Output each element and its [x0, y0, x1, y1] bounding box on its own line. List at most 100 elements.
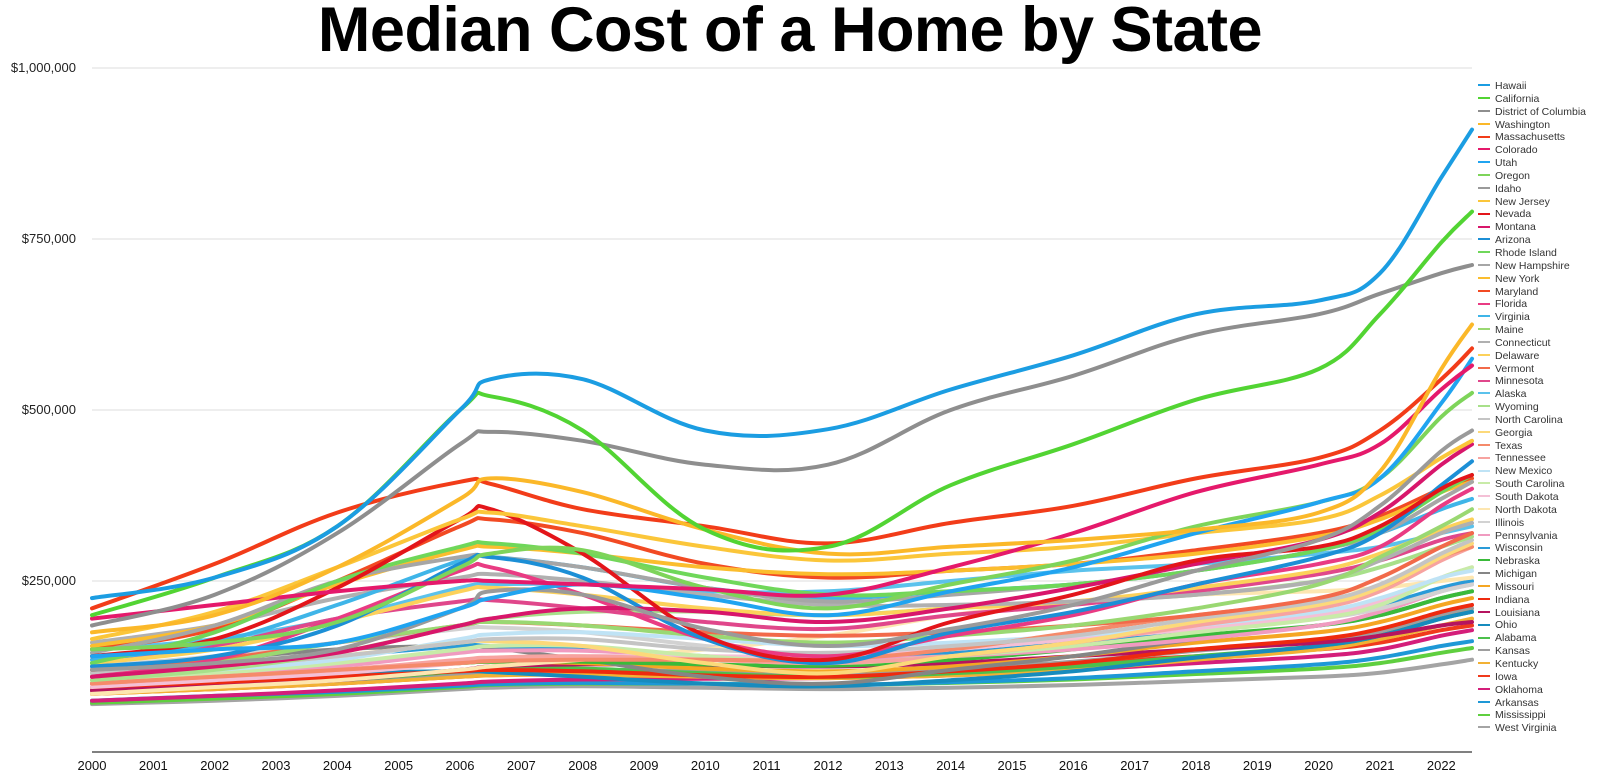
x-tick-label: 2011 [753, 758, 781, 773]
x-tick-label: 2004 [323, 758, 352, 773]
legend-swatch [1478, 135, 1490, 138]
legend-label: Vermont [1495, 362, 1535, 375]
legend-swatch [1478, 559, 1490, 562]
legend-item-connecticut: Connecticut [1478, 337, 1586, 350]
x-tick-label: 2021 [1366, 758, 1395, 773]
y-axis-ticks: $250,000 $500,000 $750,000 $1,000,000 [11, 60, 76, 588]
series-line-indiana [90, 602, 1474, 689]
legend-item-indiana: Indiana [1478, 594, 1586, 607]
series-line-utah [90, 356, 1474, 659]
legend-label: South Carolina [1495, 478, 1565, 491]
legend-label: Minnesota [1495, 375, 1544, 388]
legend-item-missouri: Missouri [1478, 581, 1586, 594]
legend-item-kansas: Kansas [1478, 645, 1586, 658]
legend-swatch [1478, 225, 1490, 228]
legend-swatch [1478, 302, 1490, 305]
legend-label: Pennsylvania [1495, 529, 1558, 542]
legend-label: District of Columbia [1495, 105, 1587, 118]
legend-item-illinois: Illinois [1478, 517, 1586, 530]
legend: Hawaii California District of Columbia Wash… [1478, 80, 1586, 735]
series-line-connecticut [90, 520, 1474, 645]
legend-item-new-york: New York [1478, 273, 1586, 286]
legend-label: Montana [1495, 221, 1536, 234]
legend-swatch [1478, 97, 1490, 100]
legend-label: Mississippi [1495, 709, 1546, 722]
legend-item-louisiana: Louisiana [1478, 607, 1586, 620]
legend-item-north-carolina: North Carolina [1478, 414, 1586, 427]
legend-label: California [1495, 92, 1540, 105]
legend-label: Alabama [1495, 632, 1537, 645]
legend-swatch [1478, 623, 1490, 626]
legend-item-pennsylvania: Pennsylvania [1478, 530, 1586, 543]
legend-item-nebraska: Nebraska [1478, 555, 1586, 568]
legend-label: Illinois [1495, 516, 1525, 529]
legend-label: South Dakota [1495, 491, 1559, 503]
legend-swatch [1478, 199, 1490, 202]
legend-swatch [1478, 276, 1490, 279]
legend-swatch [1478, 636, 1490, 639]
legend-item-colorado: Colorado [1478, 144, 1586, 157]
legend-item-arizona: Arizona [1478, 234, 1586, 247]
x-tick-label: 2015 [998, 758, 1027, 773]
legend-item-maine: Maine [1478, 324, 1586, 337]
legend-item-texas: Texas [1478, 440, 1586, 453]
legend-item-utah: Utah [1478, 157, 1586, 170]
legend-swatch [1478, 675, 1490, 678]
x-tick-label: 2005 [384, 758, 413, 773]
legend-swatch [1478, 251, 1490, 254]
legend-label: Wisconsin [1495, 542, 1543, 555]
legend-swatch [1478, 482, 1490, 485]
x-tick-label: 2002 [200, 758, 229, 773]
legend-item-north-dakota: North Dakota [1478, 504, 1586, 517]
legend-label: Wyoming [1495, 401, 1539, 414]
series-line-west-virginia [90, 657, 1474, 707]
legend-label: New Hampshire [1495, 259, 1570, 272]
legend-swatch [1478, 713, 1490, 716]
x-tick-label: 2017 [1120, 758, 1149, 773]
legend-item-south-carolina: South Carolina [1478, 478, 1586, 491]
x-tick-label: 2014 [936, 758, 965, 773]
legend-label: Washington [1495, 118, 1551, 131]
chart-title: Median Cost of a Home by State [317, 0, 1263, 65]
legend-label: Michigan [1495, 568, 1538, 581]
legend-label: Kansas [1495, 645, 1531, 658]
legend-label: Missouri [1495, 580, 1535, 593]
legend-swatch [1478, 328, 1490, 331]
legend-item-maryland: Maryland [1478, 286, 1586, 299]
legend-swatch [1478, 610, 1490, 613]
legend-swatch [1478, 572, 1490, 575]
legend-swatch [1478, 122, 1490, 125]
legend-label: Virginia [1495, 311, 1530, 324]
y-tick-label: $750,000 [22, 231, 76, 246]
legend-item-alaska: Alaska [1478, 388, 1586, 401]
legend-swatch [1478, 353, 1490, 356]
x-tick-label: 2013 [875, 758, 904, 773]
legend-label: New Jersey [1495, 195, 1550, 208]
legend-swatch [1478, 238, 1490, 241]
legend-item-alabama: Alabama [1478, 632, 1586, 645]
series-line-north-carolina [90, 538, 1474, 676]
x-tick-label: 2006 [446, 758, 475, 773]
legend-label: Iowa [1495, 670, 1518, 683]
legend-label: Idaho [1495, 182, 1522, 195]
legend-swatch [1478, 405, 1490, 408]
legend-item-west-virginia: West Virginia [1478, 722, 1586, 735]
legend-swatch [1478, 585, 1490, 588]
legend-item-virginia: Virginia [1478, 311, 1586, 324]
legend-label: Indiana [1495, 593, 1530, 606]
legend-swatch [1478, 495, 1490, 498]
series-line-hawaii [90, 127, 1474, 601]
legend-swatch [1478, 456, 1490, 459]
legend-item-georgia: Georgia [1478, 427, 1586, 440]
legend-label: Maine [1495, 324, 1524, 337]
legend-item-ohio: Ohio [1478, 619, 1586, 632]
legend-label: Arkansas [1495, 696, 1539, 709]
legend-swatch [1478, 649, 1490, 652]
x-tick-label: 2019 [1243, 758, 1272, 773]
legend-swatch [1478, 700, 1490, 703]
series-lines [90, 127, 1474, 707]
legend-label: Alaska [1495, 388, 1527, 401]
legend-item-district-of-columbia: District of Columbia [1478, 106, 1586, 119]
legend-item-delaware: Delaware [1478, 350, 1586, 363]
